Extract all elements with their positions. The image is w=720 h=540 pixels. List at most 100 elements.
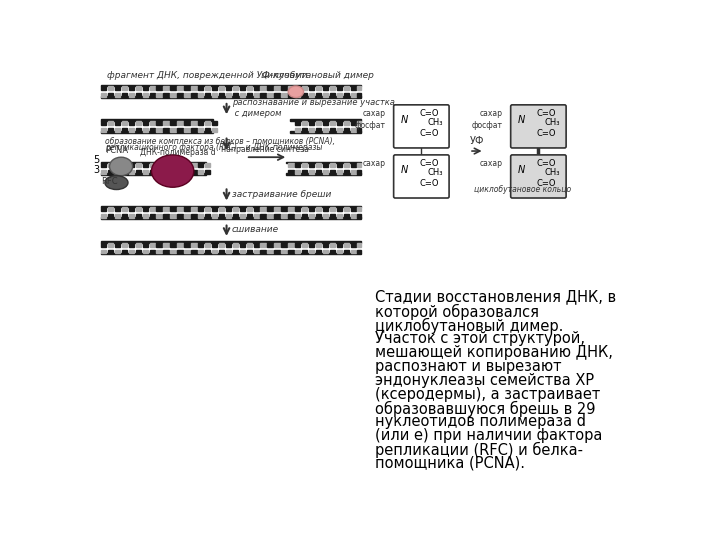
Bar [226, 242, 231, 247]
Bar [184, 170, 189, 174]
Bar [343, 93, 349, 97]
Bar [246, 207, 252, 211]
Bar [101, 170, 107, 174]
Bar [261, 86, 266, 90]
Text: направление синтеза: направление синтеза [221, 145, 309, 154]
Bar [295, 93, 300, 97]
Bar [212, 242, 217, 247]
Bar [286, 173, 361, 175]
Bar [323, 121, 328, 125]
Bar [115, 128, 120, 132]
Bar [205, 128, 210, 132]
Bar [282, 214, 287, 218]
Bar [226, 86, 231, 90]
Bar [233, 93, 238, 97]
Text: 5: 5 [94, 154, 99, 165]
Bar [357, 93, 361, 97]
Bar [351, 128, 356, 132]
Text: сахар: сахар [363, 109, 386, 118]
Text: распознают и вырезают: распознают и вырезают [375, 359, 562, 374]
Text: репликационного фактора (RFC) – и ДНК-полимеразы: репликационного фактора (RFC) – и ДНК-по… [105, 144, 323, 152]
Bar [205, 93, 210, 97]
Bar [171, 164, 176, 167]
Bar [171, 207, 176, 211]
Bar [357, 242, 361, 247]
Bar [288, 170, 294, 174]
Bar [135, 93, 141, 97]
Bar [122, 86, 127, 90]
Bar [177, 170, 183, 174]
Bar [337, 170, 342, 174]
Bar [101, 253, 361, 254]
Text: образование комплекса из белков – помощников (PCNA),: образование комплекса из белков – помощн… [105, 137, 335, 146]
Bar [177, 207, 183, 211]
Text: Стадии восстановления ДНК, в: Стадии восстановления ДНК, в [375, 289, 616, 305]
Bar [267, 86, 273, 90]
Bar [101, 173, 206, 175]
Bar [261, 207, 266, 211]
Bar [122, 170, 127, 174]
Bar [253, 214, 259, 218]
Bar [330, 86, 335, 90]
Text: помощника (PCNA).: помощника (PCNA). [375, 456, 525, 471]
Text: PCNA: PCNA [105, 146, 128, 156]
Bar [108, 170, 113, 174]
Bar [309, 214, 315, 218]
Bar [295, 164, 300, 167]
Bar [101, 217, 361, 219]
Bar [163, 128, 168, 132]
Bar [177, 86, 183, 90]
Bar [212, 93, 217, 97]
Bar [108, 86, 113, 90]
Bar [101, 131, 213, 132]
Bar [177, 93, 183, 97]
Bar [143, 242, 148, 247]
Bar [150, 249, 155, 253]
Bar [357, 164, 361, 167]
Bar [101, 207, 107, 211]
Bar [205, 207, 210, 211]
Bar [309, 249, 315, 253]
Bar [150, 93, 155, 97]
Bar [184, 249, 189, 253]
Bar [226, 249, 231, 253]
Bar [212, 207, 217, 211]
Bar [337, 207, 342, 211]
Bar [274, 249, 279, 253]
Text: C=O: C=O [536, 179, 556, 188]
Text: которой образовался: которой образовался [375, 303, 539, 320]
Bar [184, 128, 189, 132]
Bar [198, 214, 204, 218]
Bar [357, 128, 361, 132]
Bar [309, 207, 315, 211]
Text: Участок с этой структурой,: Участок с этой структурой, [375, 331, 585, 346]
Bar [316, 249, 321, 253]
Bar [198, 164, 204, 167]
Bar [357, 249, 361, 253]
Bar [302, 214, 307, 218]
Bar [198, 207, 204, 211]
Bar [323, 207, 328, 211]
Bar [316, 86, 321, 90]
Bar [177, 121, 183, 125]
Text: C=O: C=O [536, 129, 556, 138]
Bar [330, 214, 335, 218]
Bar [261, 242, 266, 247]
Bar [122, 207, 127, 211]
Text: CH₃: CH₃ [544, 118, 560, 127]
Bar [150, 214, 155, 218]
Bar [240, 214, 245, 218]
Text: сахар: сахар [480, 109, 503, 118]
Text: CH₃: CH₃ [428, 168, 443, 177]
Text: C=O: C=O [536, 109, 556, 118]
Bar [351, 242, 356, 247]
Bar [337, 93, 342, 97]
Bar [288, 207, 294, 211]
Text: N: N [401, 165, 408, 176]
Bar [184, 86, 189, 90]
Bar [163, 164, 168, 167]
Bar [219, 207, 224, 211]
Bar [295, 128, 300, 132]
Bar [156, 170, 162, 174]
Bar [191, 121, 197, 125]
